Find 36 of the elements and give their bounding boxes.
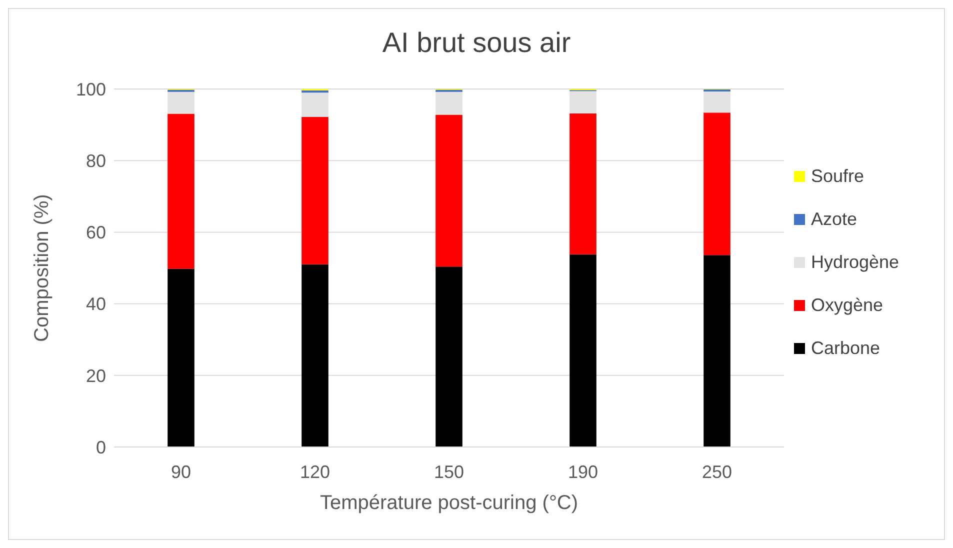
bar (570, 91, 596, 114)
x-axis-title: Température post-curing (°C) (320, 492, 578, 514)
bar (570, 254, 596, 447)
bar (704, 92, 730, 113)
y-axis-title: Composition (%) (31, 194, 54, 342)
x-tick-label: 190 (568, 462, 598, 482)
bar (436, 114, 462, 267)
bar (704, 255, 730, 447)
bar (302, 264, 328, 447)
bar (302, 90, 328, 93)
legend-label: Carbone (811, 338, 880, 358)
chart-title: AI brut sous air (381, 27, 572, 59)
bar (704, 112, 730, 256)
y-tick-label: 100 (76, 79, 106, 100)
x-tick-label: 120 (300, 462, 330, 482)
y-tick-label: 60 (86, 222, 106, 243)
x-tick-label: 250 (702, 462, 732, 482)
bar (168, 268, 194, 447)
x-tick-label: 90 (170, 462, 192, 482)
legend-label: Azote (811, 208, 858, 230)
bar (302, 116, 328, 264)
y-tick-label: 80 (86, 150, 106, 171)
x-tick-label: 150 (434, 462, 464, 482)
y-tick-label: 40 (86, 294, 106, 314)
legend-label: Oxygène (811, 294, 884, 316)
bar (436, 266, 462, 447)
y-tick-label: 20 (86, 366, 106, 386)
bar (168, 92, 194, 114)
bar (570, 113, 596, 254)
y-tick-label: 0 (96, 437, 106, 458)
bar (168, 114, 194, 269)
bar (302, 92, 328, 117)
legend-label: Hydrogène (811, 252, 900, 272)
legend-label: Soufre (811, 166, 864, 186)
bar (704, 89, 730, 92)
bar (436, 92, 462, 115)
